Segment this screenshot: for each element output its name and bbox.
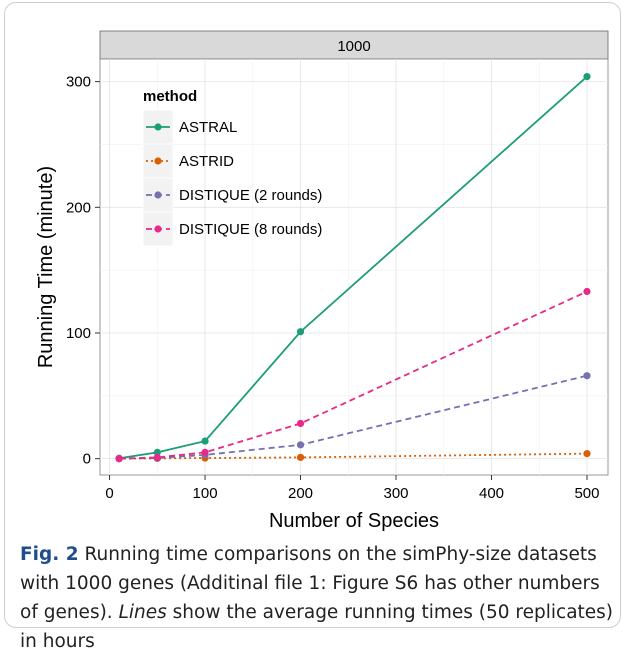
legend-entry-label: ASTRID bbox=[179, 153, 234, 170]
x-tick-label: 400 bbox=[479, 485, 504, 502]
data-point bbox=[583, 72, 591, 81]
y-tick-label: 0 bbox=[83, 451, 91, 468]
figure-frame bbox=[4, 2, 621, 628]
data-point bbox=[296, 453, 305, 462]
panel-strip-label: 1000 bbox=[337, 38, 370, 55]
data-point bbox=[583, 450, 591, 458]
x-axis-label: Number of Species bbox=[269, 510, 439, 532]
x-tick-label: 200 bbox=[288, 485, 313, 502]
legend-key-point bbox=[154, 157, 162, 165]
x-tick-label: 300 bbox=[383, 485, 408, 502]
caption-italic: Lines bbox=[118, 602, 167, 623]
plot-panel bbox=[99, 58, 609, 476]
legend: method ASTRAL ASTRID DISTIQUE (2 rounds) DI… bbox=[142, 88, 322, 247]
y-tick-label: 300 bbox=[66, 74, 91, 91]
legend-key-point bbox=[154, 191, 162, 199]
legend-key-point bbox=[154, 225, 162, 233]
figure-caption: Fig. 2 Running time comparisons on the s… bbox=[20, 540, 620, 656]
data-point bbox=[583, 287, 591, 296]
data-point bbox=[296, 419, 305, 428]
legend-title: method bbox=[143, 88, 197, 105]
caption-label: Fig. 2 bbox=[20, 544, 79, 565]
data-point bbox=[201, 437, 209, 445]
legend-entry-label: DISTIQUE (8 rounds) bbox=[179, 221, 322, 238]
series-points bbox=[115, 72, 591, 463]
axis-ticks: 0 100 200 300 400 500 0 100 200 300 bbox=[66, 74, 600, 502]
legend-entry-label: ASTRAL bbox=[179, 119, 237, 136]
data-point bbox=[296, 328, 305, 336]
series-line bbox=[119, 290, 588, 460]
data-point bbox=[583, 372, 591, 380]
y-axis-label: Running Time (minute) bbox=[35, 166, 57, 368]
legend-key-point bbox=[154, 123, 162, 131]
x-tick-label: 100 bbox=[193, 485, 218, 502]
running-time-chart: 1000 0 100 200 300 400 500 0 100 200 300 Number o… bbox=[35, 30, 609, 532]
data-point bbox=[153, 453, 161, 462]
data-point bbox=[153, 448, 161, 456]
data-point bbox=[201, 448, 209, 456]
x-tick-label: 500 bbox=[574, 485, 599, 502]
grid bbox=[100, 59, 608, 475]
legend-entry-label: DISTIQUE (2 rounds) bbox=[179, 187, 322, 204]
caption-text: Running time comparisons on the simPhy-s… bbox=[20, 544, 600, 623]
data-point bbox=[115, 455, 123, 463]
x-tick-label: 0 bbox=[105, 485, 113, 502]
y-tick-label: 100 bbox=[66, 325, 91, 342]
data-point bbox=[296, 441, 305, 449]
y-tick-label: 200 bbox=[66, 199, 91, 216]
